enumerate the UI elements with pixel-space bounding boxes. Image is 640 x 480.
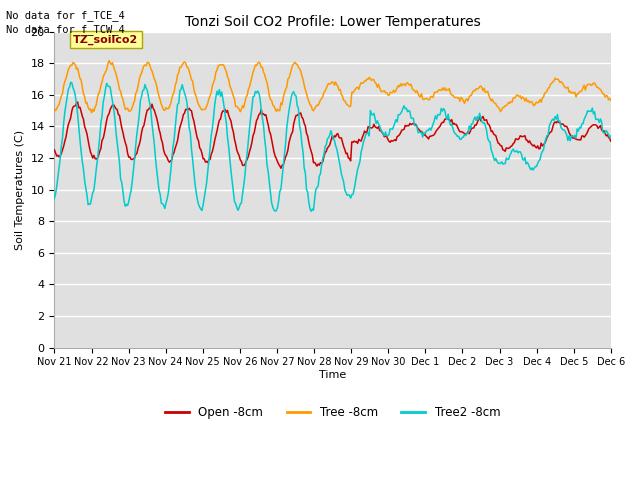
Text: No data for f_TCE_4
No data for f_TCW_4: No data for f_TCE_4 No data for f_TCW_4 [6, 10, 125, 35]
Title: Tonzi Soil CO2 Profile: Lower Temperatures: Tonzi Soil CO2 Profile: Lower Temperatur… [185, 15, 481, 29]
Text: TZ_soilco2: TZ_soilco2 [73, 35, 138, 45]
Legend: Open -8cm, Tree -8cm, Tree2 -8cm: Open -8cm, Tree -8cm, Tree2 -8cm [161, 401, 505, 423]
Y-axis label: Soil Temperatures (C): Soil Temperatures (C) [15, 130, 25, 250]
X-axis label: Time: Time [319, 370, 346, 380]
